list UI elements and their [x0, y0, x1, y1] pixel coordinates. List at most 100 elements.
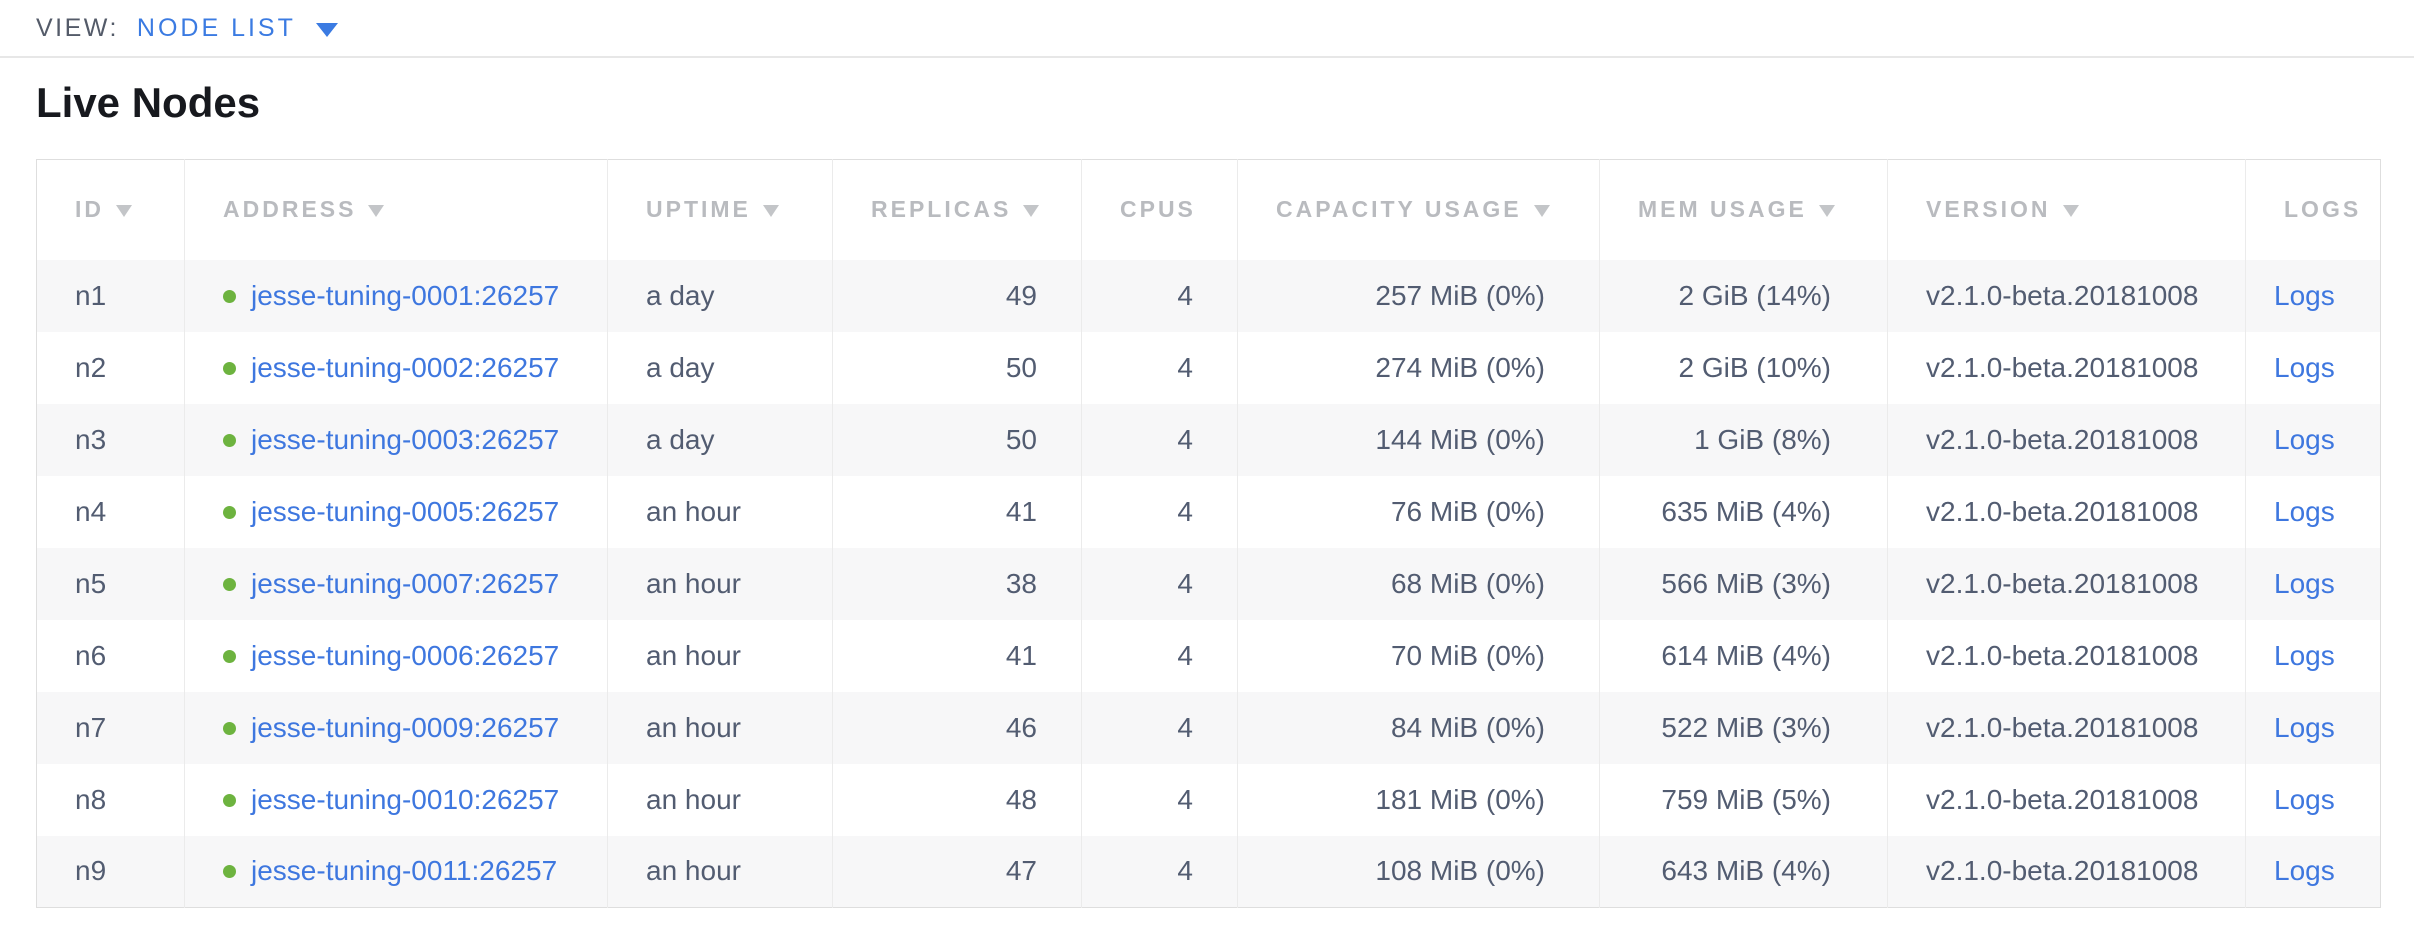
node-address-cell: jesse-tuning-0006:26257 [185, 620, 608, 692]
view-label: VIEW: [36, 14, 119, 43]
table-row: n2jesse-tuning-0002:26257a day504274 MiB… [37, 332, 2381, 404]
node-address-link[interactable]: jesse-tuning-0002:26257 [251, 352, 559, 383]
chevron-down-icon [316, 23, 338, 37]
logs-cell: Logs [2246, 404, 2381, 476]
id-cell: n3 [37, 404, 185, 476]
version-cell: v2.1.0-beta.20181008 [1888, 548, 2246, 620]
logs-link[interactable]: Logs [2274, 855, 2335, 886]
column-header-id[interactable]: ID [37, 160, 185, 260]
node-address-link[interactable]: jesse-tuning-0011:26257 [251, 855, 557, 886]
node-address-link[interactable]: jesse-tuning-0010:26257 [251, 784, 559, 815]
replicas-cell: 50 [833, 332, 1082, 404]
mem-cell: 566 MiB (3%) [1600, 548, 1888, 620]
sort-caret-icon [116, 205, 132, 217]
column-header-version[interactable]: VERSION [1888, 160, 2246, 260]
logs-cell: Logs [2246, 620, 2381, 692]
column-header-mem[interactable]: MEM USAGE [1600, 160, 1888, 260]
table-row: n4jesse-tuning-0005:26257an hour41476 Mi… [37, 476, 2381, 548]
logs-link[interactable]: Logs [2274, 424, 2335, 455]
view-selected-value: NODE LIST [137, 14, 296, 43]
sort-caret-icon [368, 205, 384, 217]
uptime-cell: an hour [608, 836, 833, 908]
view-selector[interactable]: NODE LIST [137, 14, 338, 43]
version-cell: v2.1.0-beta.20181008 [1888, 764, 2246, 836]
column-header-label: VERSION [1926, 196, 2051, 222]
capacity-cell: 144 MiB (0%) [1238, 404, 1600, 476]
version-cell: v2.1.0-beta.20181008 [1888, 332, 2246, 404]
uptime-cell: a day [608, 260, 833, 332]
version-cell: v2.1.0-beta.20181008 [1888, 692, 2246, 764]
logs-link[interactable]: Logs [2274, 784, 2335, 815]
logs-link[interactable]: Logs [2274, 640, 2335, 671]
uptime-cell: an hour [608, 476, 833, 548]
replicas-cell: 41 [833, 620, 1082, 692]
logs-link[interactable]: Logs [2274, 496, 2335, 527]
cpus-cell: 4 [1082, 476, 1238, 548]
logs-cell: Logs [2246, 260, 2381, 332]
column-header-capacity[interactable]: CAPACITY USAGE [1238, 160, 1600, 260]
mem-cell: 1 GiB (8%) [1600, 404, 1888, 476]
table-row: n7jesse-tuning-0009:26257an hour46484 Mi… [37, 692, 2381, 764]
node-address-cell: jesse-tuning-0001:26257 [185, 260, 608, 332]
mem-cell: 522 MiB (3%) [1600, 692, 1888, 764]
node-address-cell: jesse-tuning-0002:26257 [185, 332, 608, 404]
id-cell: n4 [37, 476, 185, 548]
column-header-address[interactable]: ADDRESS [185, 160, 608, 260]
cpus-cell: 4 [1082, 620, 1238, 692]
uptime-cell: a day [608, 332, 833, 404]
version-cell: v2.1.0-beta.20181008 [1888, 260, 2246, 332]
replicas-cell: 50 [833, 404, 1082, 476]
node-status-healthy-icon [223, 290, 236, 303]
table-row: n6jesse-tuning-0006:26257an hour41470 Mi… [37, 620, 2381, 692]
column-header-label: LOGS [2284, 196, 2361, 222]
table-row: n1jesse-tuning-0001:26257a day494257 MiB… [37, 260, 2381, 332]
id-cell: n2 [37, 332, 185, 404]
node-address-link[interactable]: jesse-tuning-0003:26257 [251, 424, 559, 455]
capacity-cell: 76 MiB (0%) [1238, 476, 1600, 548]
table-row: n8jesse-tuning-0010:26257an hour484181 M… [37, 764, 2381, 836]
node-status-healthy-icon [223, 434, 236, 447]
node-status-healthy-icon [223, 650, 236, 663]
replicas-cell: 47 [833, 836, 1082, 908]
logs-cell: Logs [2246, 476, 2381, 548]
column-header-uptime[interactable]: UPTIME [608, 160, 833, 260]
id-cell: n6 [37, 620, 185, 692]
view-bar: VIEW: NODE LIST [0, 0, 2414, 58]
capacity-cell: 108 MiB (0%) [1238, 836, 1600, 908]
node-address-link[interactable]: jesse-tuning-0006:26257 [251, 640, 559, 671]
capacity-cell: 84 MiB (0%) [1238, 692, 1600, 764]
mem-cell: 635 MiB (4%) [1600, 476, 1888, 548]
logs-cell: Logs [2246, 332, 2381, 404]
capacity-cell: 70 MiB (0%) [1238, 620, 1600, 692]
sort-caret-icon [1023, 205, 1039, 217]
logs-link[interactable]: Logs [2274, 352, 2335, 383]
logs-link[interactable]: Logs [2274, 280, 2335, 311]
cpus-cell: 4 [1082, 548, 1238, 620]
logs-cell: Logs [2246, 548, 2381, 620]
sort-caret-icon [763, 205, 779, 217]
replicas-cell: 46 [833, 692, 1082, 764]
column-header-replicas[interactable]: REPLICAS [833, 160, 1082, 260]
node-address-link[interactable]: jesse-tuning-0001:26257 [251, 280, 559, 311]
cpus-cell: 4 [1082, 332, 1238, 404]
logs-cell: Logs [2246, 836, 2381, 908]
mem-cell: 643 MiB (4%) [1600, 836, 1888, 908]
node-address-link[interactable]: jesse-tuning-0009:26257 [251, 712, 559, 743]
node-status-healthy-icon [223, 362, 236, 375]
node-address-link[interactable]: jesse-tuning-0007:26257 [251, 568, 559, 599]
logs-cell: Logs [2246, 692, 2381, 764]
live-nodes-table: IDADDRESSUPTIMEREPLICASCPUSCAPACITY USAG… [36, 159, 2381, 908]
column-header-logs: LOGS [2246, 160, 2381, 260]
column-header-label: ID [75, 196, 104, 222]
capacity-cell: 181 MiB (0%) [1238, 764, 1600, 836]
cpus-cell: 4 [1082, 836, 1238, 908]
capacity-cell: 257 MiB (0%) [1238, 260, 1600, 332]
node-address-link[interactable]: jesse-tuning-0005:26257 [251, 496, 559, 527]
column-header-label: UPTIME [646, 196, 751, 222]
logs-link[interactable]: Logs [2274, 712, 2335, 743]
id-cell: n1 [37, 260, 185, 332]
version-cell: v2.1.0-beta.20181008 [1888, 476, 2246, 548]
logs-link[interactable]: Logs [2274, 568, 2335, 599]
mem-cell: 2 GiB (14%) [1600, 260, 1888, 332]
node-address-cell: jesse-tuning-0005:26257 [185, 476, 608, 548]
